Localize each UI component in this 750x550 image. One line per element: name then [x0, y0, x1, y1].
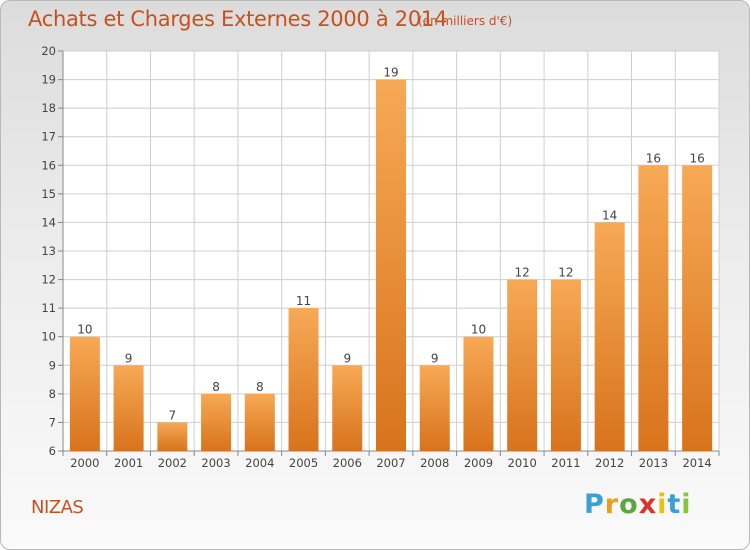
x-tick-label-2009: 2009 — [464, 456, 493, 470]
data-label-2009: 10 — [471, 323, 486, 337]
y-tick-label: 18 — [41, 101, 56, 115]
bar-2005 — [288, 308, 319, 451]
bar-2001 — [113, 365, 144, 451]
x-tick-label-2011: 2011 — [551, 456, 580, 470]
x-tick-label-2001: 2001 — [114, 456, 143, 470]
y-tick-label: 15 — [41, 187, 56, 201]
data-label-2006: 9 — [343, 351, 351, 365]
location-name: NIZAS — [31, 497, 84, 518]
y-tick-label: 16 — [41, 158, 56, 172]
data-label-2000: 10 — [77, 323, 92, 337]
brand-letter: i — [657, 489, 668, 520]
y-tick-label: 19 — [41, 73, 56, 87]
y-tick-label: 13 — [41, 244, 56, 258]
bar-2009 — [463, 336, 494, 451]
y-tick-label: 17 — [41, 130, 56, 144]
x-tick-label-2010: 2010 — [508, 456, 537, 470]
bar-2007 — [376, 79, 406, 452]
x-tick-label-2007: 2007 — [376, 456, 405, 470]
data-label-2007: 19 — [383, 66, 398, 80]
brand-logo: Proxiti — [584, 489, 692, 520]
brand-letter: i — [681, 489, 692, 520]
data-label-2010: 12 — [515, 266, 530, 280]
x-tick-label-2000: 2000 — [70, 456, 99, 470]
x-tick-label-2003: 2003 — [201, 456, 230, 470]
bar-2010 — [507, 279, 538, 451]
y-tick-label: 20 — [41, 44, 56, 58]
brand-letter: t — [667, 489, 682, 520]
labels: 6789101112131415161718192010200092001720… — [41, 44, 711, 470]
bar-2003 — [201, 393, 232, 451]
bar-2002 — [157, 422, 188, 451]
chart-subtitle: (en milliers d'€) — [418, 14, 513, 28]
bar-2004 — [244, 393, 275, 451]
brand-letter: x — [638, 489, 658, 520]
data-label-2005: 11 — [296, 294, 311, 308]
data-label-2011: 12 — [558, 266, 573, 280]
y-tick-label: 8 — [49, 387, 56, 401]
bar-2008 — [419, 365, 450, 451]
y-tick-label: 7 — [49, 415, 56, 429]
bar-2006 — [332, 365, 363, 451]
data-label-2003: 8 — [212, 380, 220, 394]
data-label-2001: 9 — [125, 351, 133, 365]
bar-2011 — [550, 279, 581, 451]
y-tick-label: 6 — [49, 444, 56, 458]
x-tick-label-2002: 2002 — [158, 456, 187, 470]
brand-letter: P — [584, 489, 605, 520]
y-tick-label: 10 — [41, 330, 56, 344]
data-label-2002: 7 — [169, 408, 177, 422]
x-tick-label-2005: 2005 — [289, 456, 318, 470]
data-label-2004: 8 — [256, 380, 264, 394]
x-tick-label-2014: 2014 — [682, 456, 711, 470]
bar-2000 — [69, 336, 100, 451]
y-tick-label: 12 — [41, 273, 56, 287]
brand-letter: r — [604, 489, 620, 520]
data-label-2012: 14 — [602, 208, 617, 222]
x-tick-label-2008: 2008 — [420, 456, 449, 470]
data-label-2008: 9 — [431, 351, 439, 365]
x-tick-label-2004: 2004 — [245, 456, 274, 470]
data-label-2013: 16 — [646, 151, 661, 165]
bar-2014 — [682, 165, 713, 452]
chart-title: Achats et Charges Externes 2000 à 2014 — [28, 7, 448, 31]
brand-letter: o — [619, 489, 639, 520]
x-tick-label-2013: 2013 — [639, 456, 668, 470]
bars — [69, 79, 713, 452]
x-tick-label-2006: 2006 — [333, 456, 362, 470]
y-tick-label: 11 — [41, 301, 56, 315]
x-tick-label-2012: 2012 — [595, 456, 624, 470]
bar-2013 — [638, 165, 669, 452]
data-label-2014: 16 — [689, 151, 704, 165]
y-tick-label: 9 — [49, 358, 56, 372]
y-tick-label: 14 — [41, 215, 56, 229]
bar-2012 — [594, 222, 625, 451]
